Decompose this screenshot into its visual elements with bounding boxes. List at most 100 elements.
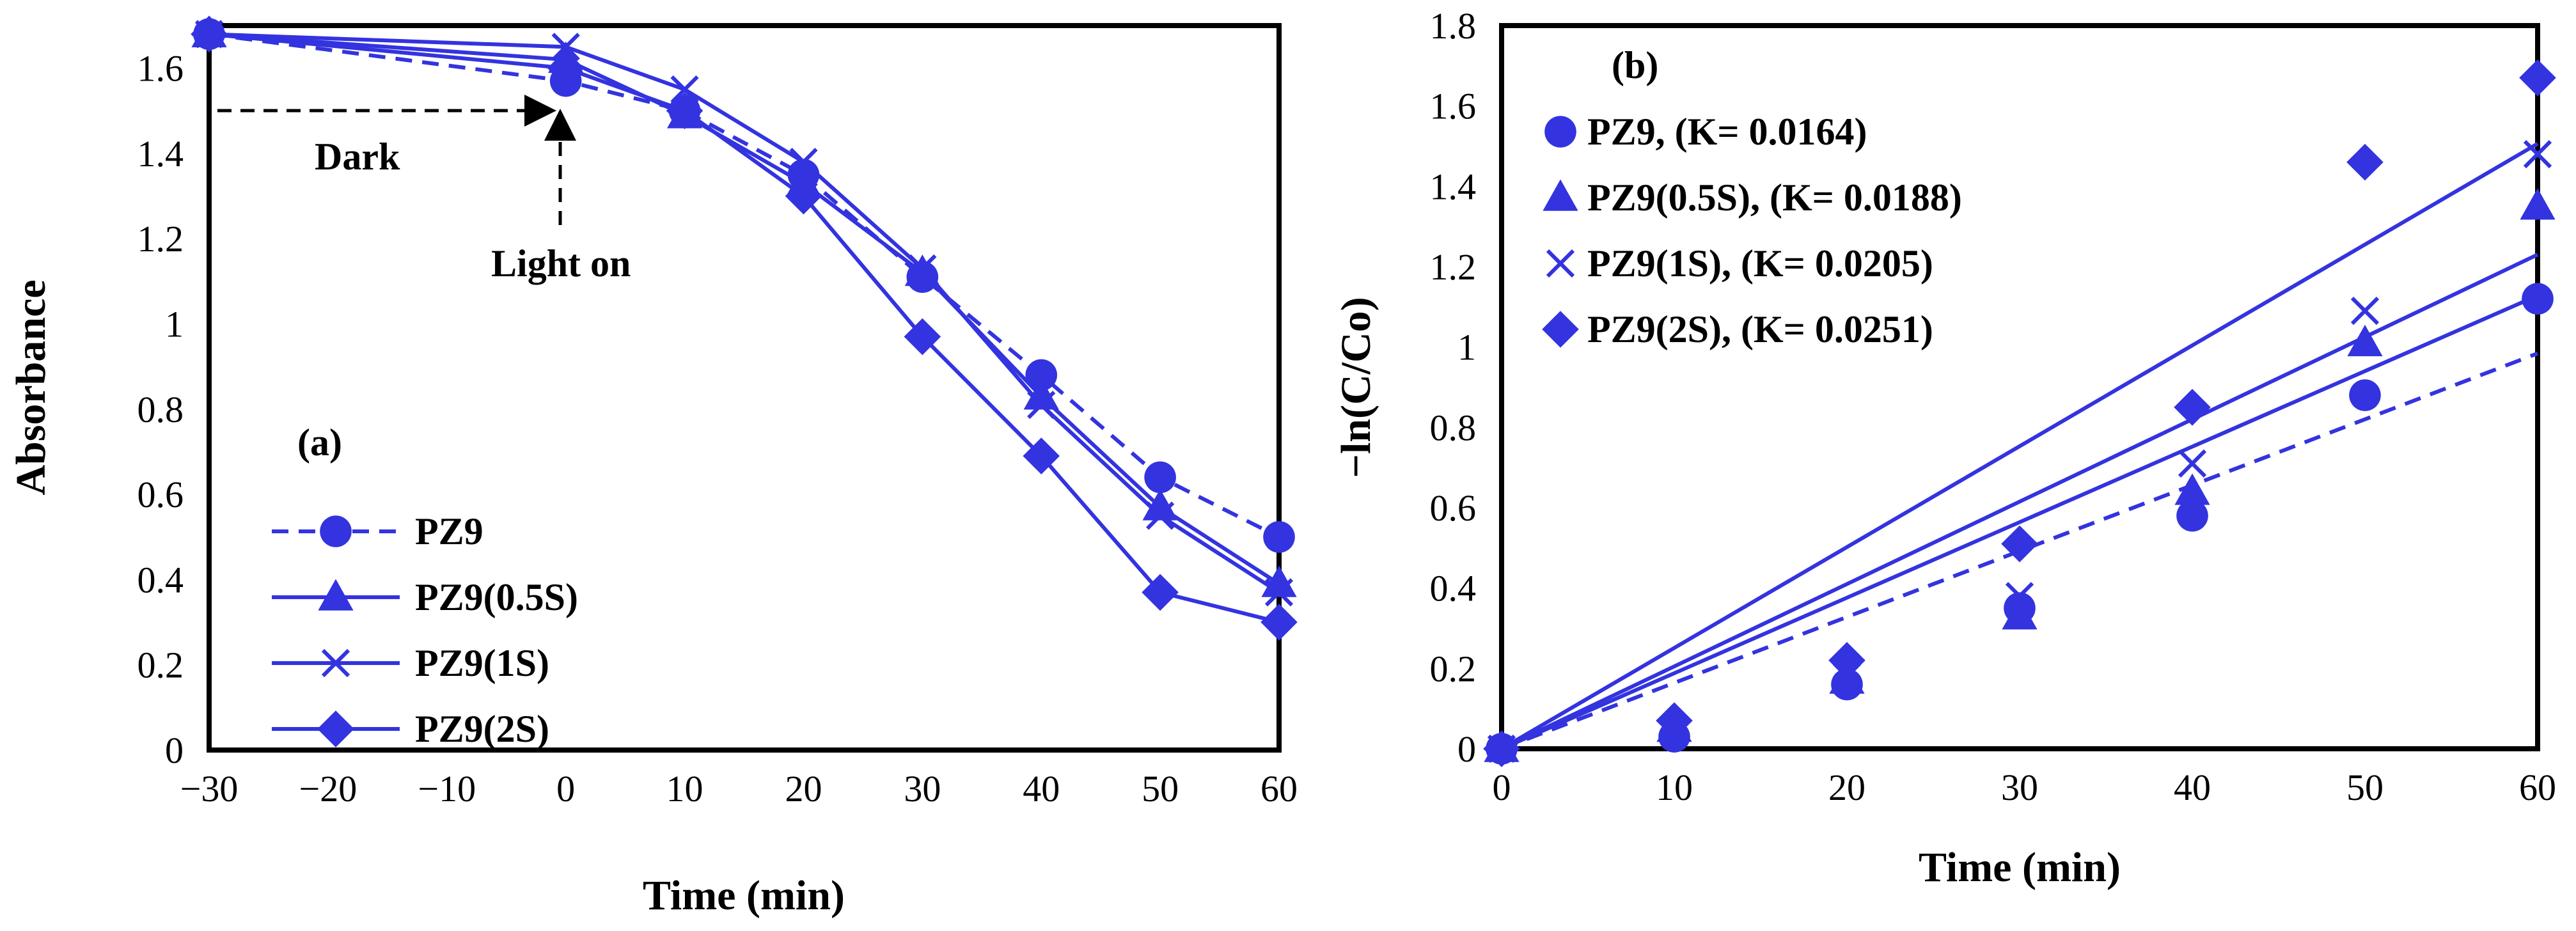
legend-marker bbox=[320, 515, 352, 547]
y-tick-labels: 0 0.2 0.4 0.6 0.8 1 1.2 1.4 1.6 bbox=[137, 48, 184, 771]
series-line bbox=[208, 32, 1280, 594]
y-tick-labels: 0 0.2 0.4 0.6 0.8 1 1.2 1.4 1.6 1.8 bbox=[1430, 5, 1477, 770]
y-tick-label: 1.2 bbox=[1430, 246, 1477, 288]
x-tick-label: 50 bbox=[1142, 768, 1179, 810]
series-line bbox=[208, 32, 1280, 539]
x-tick-label: 10 bbox=[1656, 767, 1693, 808]
legend: PZ9 PZ9(0.5S) PZ9(1S) PZ9(2S) bbox=[272, 510, 578, 750]
x-tick-label: 40 bbox=[1023, 768, 1060, 810]
series-markers bbox=[1483, 59, 2556, 767]
data-point bbox=[1261, 604, 1298, 641]
y-tick-label: 1.4 bbox=[137, 133, 184, 175]
light-on-label: Light on bbox=[491, 242, 631, 285]
data-point bbox=[2522, 283, 2554, 315]
data-point bbox=[2520, 188, 2556, 220]
data-point bbox=[1144, 461, 1176, 494]
x-tick-label: −10 bbox=[418, 768, 476, 810]
y-axis-title: Absorbance bbox=[8, 279, 54, 495]
plot-area-frame bbox=[1499, 23, 2540, 751]
panel-label: (b) bbox=[1612, 44, 1658, 86]
series-line bbox=[208, 32, 1280, 624]
x-tick-label: 20 bbox=[1828, 767, 1865, 808]
x-tick-label: −20 bbox=[299, 768, 357, 810]
y-tick-label: 1 bbox=[1457, 327, 1476, 368]
data-point bbox=[2178, 449, 2207, 478]
data-point bbox=[2523, 139, 2552, 169]
series-line bbox=[208, 32, 1280, 586]
data-point bbox=[908, 254, 937, 283]
data-point bbox=[1656, 702, 1693, 739]
data-point bbox=[666, 92, 703, 130]
series-markers bbox=[191, 15, 1298, 641]
data-point bbox=[1025, 359, 1058, 391]
data-point bbox=[1483, 730, 1520, 767]
data-point bbox=[547, 49, 585, 87]
data-point bbox=[2176, 499, 2208, 532]
x-tick-label: 60 bbox=[2519, 767, 2556, 808]
data-point bbox=[670, 75, 699, 104]
chart-panel-b: 0 10 20 30 40 50 60 0 0.2 0.4 0.6 0.8 1 1.2 1.4 1.6 1.8… bbox=[1333, 5, 2556, 891]
chart-panel-a: −30 −20 −10 0 10 20 30 40 50 60 0 0.2 0.4 0.6 0.8 1 1.2… bbox=[8, 15, 1298, 919]
data-point bbox=[1142, 489, 1178, 520]
legend-marker bbox=[318, 579, 354, 611]
y-tick-label: 0 bbox=[165, 730, 184, 771]
data-point bbox=[2005, 582, 2034, 611]
x-axis-title: Time (min) bbox=[643, 872, 845, 919]
data-point bbox=[1142, 574, 1179, 611]
x-tick-label: −30 bbox=[180, 768, 239, 810]
data-point bbox=[2519, 59, 2556, 97]
y-tick-label: 1.6 bbox=[1430, 86, 1477, 127]
x-tick-label: 0 bbox=[556, 768, 575, 810]
legend-label: PZ9(0.5S) bbox=[415, 576, 578, 618]
data-point bbox=[2002, 598, 2038, 630]
y-tick-label: 1.8 bbox=[1430, 5, 1477, 47]
y-axis-title: −ln(C/Co) bbox=[1333, 297, 1379, 478]
x-tick-labels: −30 −20 −10 0 10 20 30 40 50 60 bbox=[180, 768, 1298, 810]
x-tick-label: 50 bbox=[2346, 767, 2384, 808]
y-tick-label: 1 bbox=[165, 304, 184, 345]
y-tick-label: 0.6 bbox=[1430, 487, 1477, 529]
legend-label: PZ9, (K= 0.0164) bbox=[1587, 111, 1867, 153]
data-point bbox=[2001, 525, 2038, 563]
data-point bbox=[1261, 565, 1297, 597]
plot-area-frame bbox=[207, 23, 1282, 753]
data-point bbox=[191, 15, 228, 53]
panel-label: (a) bbox=[297, 421, 342, 464]
x-tick-label: 30 bbox=[2001, 767, 2038, 808]
x-tick-label: 60 bbox=[1261, 768, 1298, 810]
legend-marker bbox=[1544, 116, 1576, 148]
y-tick-label: 1.4 bbox=[1430, 166, 1477, 207]
series-lines bbox=[208, 32, 1280, 624]
data-point bbox=[1264, 578, 1294, 607]
fit-lines bbox=[1500, 142, 2539, 751]
x-tick-label: 10 bbox=[666, 768, 703, 810]
y-tick-label: 0.2 bbox=[1430, 648, 1477, 689]
legend-label: PZ9(2S), (K= 0.0251) bbox=[1587, 308, 1933, 350]
x-tick-labels: 0 10 20 30 40 50 60 bbox=[1493, 767, 2557, 808]
dark-label: Dark bbox=[315, 136, 400, 178]
data-point bbox=[1828, 641, 1865, 679]
legend-marker bbox=[317, 710, 354, 747]
y-tick-label: 0.2 bbox=[137, 645, 184, 686]
legend-label: PZ9 bbox=[415, 510, 483, 552]
fit-line bbox=[1500, 351, 2539, 751]
y-tick-label: 0.4 bbox=[1430, 568, 1477, 609]
data-point bbox=[2350, 296, 2380, 325]
fit-line bbox=[1500, 142, 2539, 751]
y-tick-label: 1.6 bbox=[137, 48, 184, 90]
x-tick-label: 30 bbox=[904, 768, 941, 810]
x-tick-label: 40 bbox=[2174, 767, 2211, 808]
legend-marker bbox=[1542, 311, 1579, 348]
x-axis-title: Time (min) bbox=[1919, 844, 2121, 891]
y-tick-label: 0.8 bbox=[137, 389, 184, 430]
legend-marker bbox=[321, 648, 350, 678]
legend-marker bbox=[1543, 179, 1578, 211]
data-point bbox=[551, 33, 580, 61]
y-tick-label: 1.2 bbox=[137, 218, 184, 260]
y-tick-label: 0.6 bbox=[137, 474, 184, 515]
fit-line bbox=[1500, 293, 2539, 751]
data-point bbox=[2174, 473, 2210, 505]
data-point bbox=[789, 148, 818, 176]
data-point bbox=[2349, 379, 2381, 411]
